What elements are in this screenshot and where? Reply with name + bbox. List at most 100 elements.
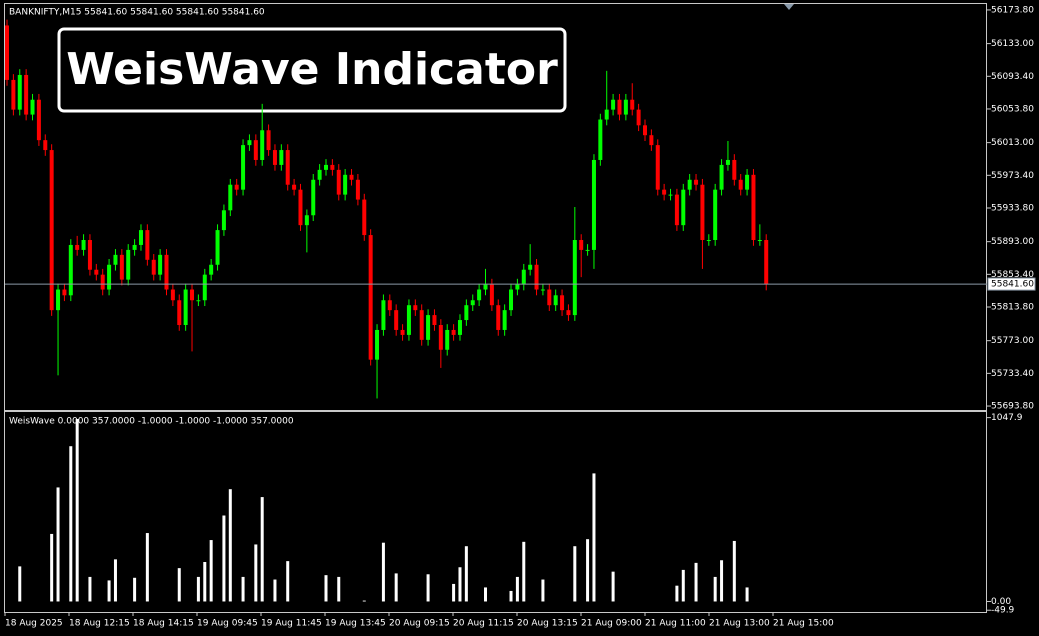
candle-body bbox=[234, 184, 239, 190]
bar bbox=[222, 515, 226, 602]
candle-body bbox=[298, 189, 303, 226]
candle-body bbox=[362, 199, 367, 236]
candle-body bbox=[553, 295, 558, 306]
y-tick-label: 55933.80 bbox=[991, 203, 1034, 213]
y-tick-label: 55813.80 bbox=[991, 303, 1034, 313]
x-tick-label: 19 Aug 11:45 bbox=[261, 619, 322, 629]
bar bbox=[203, 562, 207, 602]
candle-body bbox=[292, 184, 297, 190]
candle-body bbox=[496, 305, 501, 330]
candle-body bbox=[591, 159, 596, 250]
candle-body bbox=[126, 249, 131, 280]
bar bbox=[732, 540, 736, 602]
candle-body bbox=[560, 295, 565, 311]
y-tick-label: 55893.00 bbox=[991, 237, 1034, 247]
candle-body bbox=[260, 130, 265, 160]
candle-body bbox=[598, 119, 603, 160]
bar bbox=[337, 576, 341, 602]
candle-body bbox=[751, 174, 756, 241]
y-tick-label: 55773.00 bbox=[991, 336, 1034, 346]
candle-body bbox=[81, 240, 86, 250]
candle-body bbox=[107, 264, 112, 290]
candle-body bbox=[151, 259, 156, 275]
candle-body bbox=[119, 254, 124, 280]
bar bbox=[484, 587, 487, 602]
candle-body bbox=[221, 210, 226, 231]
candle-body bbox=[138, 230, 143, 245]
candle-body bbox=[94, 269, 99, 275]
candle-body bbox=[713, 189, 718, 241]
current-price-label: 55841.60 bbox=[991, 280, 1034, 290]
candle-body bbox=[719, 164, 724, 190]
candle-body bbox=[113, 254, 118, 265]
bar bbox=[522, 541, 526, 602]
candle-body bbox=[145, 230, 150, 260]
candle-body bbox=[304, 215, 309, 226]
bar bbox=[145, 533, 149, 602]
candle-body bbox=[662, 189, 667, 195]
y-tick-label: 56173.80 bbox=[991, 5, 1034, 15]
bar bbox=[254, 544, 258, 602]
candle-body bbox=[132, 244, 137, 250]
bar bbox=[394, 573, 398, 602]
candle-body bbox=[368, 235, 373, 360]
bar bbox=[209, 540, 213, 602]
bar bbox=[196, 576, 200, 602]
candle-body bbox=[36, 99, 41, 141]
x-tick-label: 18 Aug 14:15 bbox=[133, 619, 194, 629]
candle-body bbox=[700, 184, 705, 241]
bar bbox=[745, 587, 749, 602]
candle-body bbox=[681, 189, 686, 226]
candle-body bbox=[100, 274, 105, 290]
bar bbox=[107, 580, 111, 602]
bar bbox=[50, 533, 54, 602]
candle-body bbox=[5, 25, 9, 80]
candle-body bbox=[311, 179, 316, 216]
bar bbox=[681, 569, 685, 602]
candle-body bbox=[419, 310, 424, 340]
bar bbox=[88, 576, 92, 602]
candle-body bbox=[745, 174, 750, 190]
bar bbox=[515, 576, 519, 602]
candle-body bbox=[534, 264, 539, 290]
price-panel bbox=[4, 3, 987, 411]
bar bbox=[720, 560, 724, 602]
candle-body bbox=[668, 194, 673, 196]
candle-body bbox=[585, 249, 590, 251]
candle-body bbox=[406, 305, 411, 335]
indicator-panel bbox=[4, 411, 987, 613]
bar bbox=[75, 419, 79, 602]
candle-body bbox=[183, 289, 188, 326]
candle-body bbox=[413, 305, 418, 311]
bar bbox=[241, 576, 245, 602]
candle-body bbox=[489, 284, 494, 306]
bar bbox=[381, 542, 385, 602]
candle-body bbox=[457, 320, 462, 335]
bar bbox=[509, 590, 513, 602]
candle-body bbox=[381, 300, 386, 330]
bar bbox=[286, 561, 290, 602]
candle-body bbox=[177, 300, 182, 326]
candle-body bbox=[394, 310, 399, 330]
x-tick-label: 20 Aug 09:15 bbox=[389, 619, 450, 629]
candle-body bbox=[324, 164, 328, 170]
candle-body bbox=[49, 150, 54, 311]
candle-body bbox=[202, 274, 207, 301]
y-tick-label: 55973.40 bbox=[991, 171, 1034, 181]
bar bbox=[586, 539, 590, 602]
candle-body bbox=[528, 264, 533, 270]
candle-body bbox=[572, 240, 577, 316]
candle-body bbox=[521, 269, 526, 285]
candle-body bbox=[190, 289, 195, 301]
candle-body bbox=[317, 169, 322, 180]
bar bbox=[464, 546, 468, 602]
candle-body bbox=[464, 305, 469, 321]
y-tick-label: 56133.00 bbox=[991, 39, 1034, 49]
candle-body bbox=[764, 240, 769, 285]
candle-body bbox=[694, 179, 699, 185]
bar bbox=[177, 568, 181, 602]
x-tick-label: 21 Aug 09:00 bbox=[581, 619, 642, 629]
candle-body bbox=[24, 74, 29, 115]
candle-body bbox=[400, 329, 405, 335]
candle-body bbox=[515, 284, 520, 290]
